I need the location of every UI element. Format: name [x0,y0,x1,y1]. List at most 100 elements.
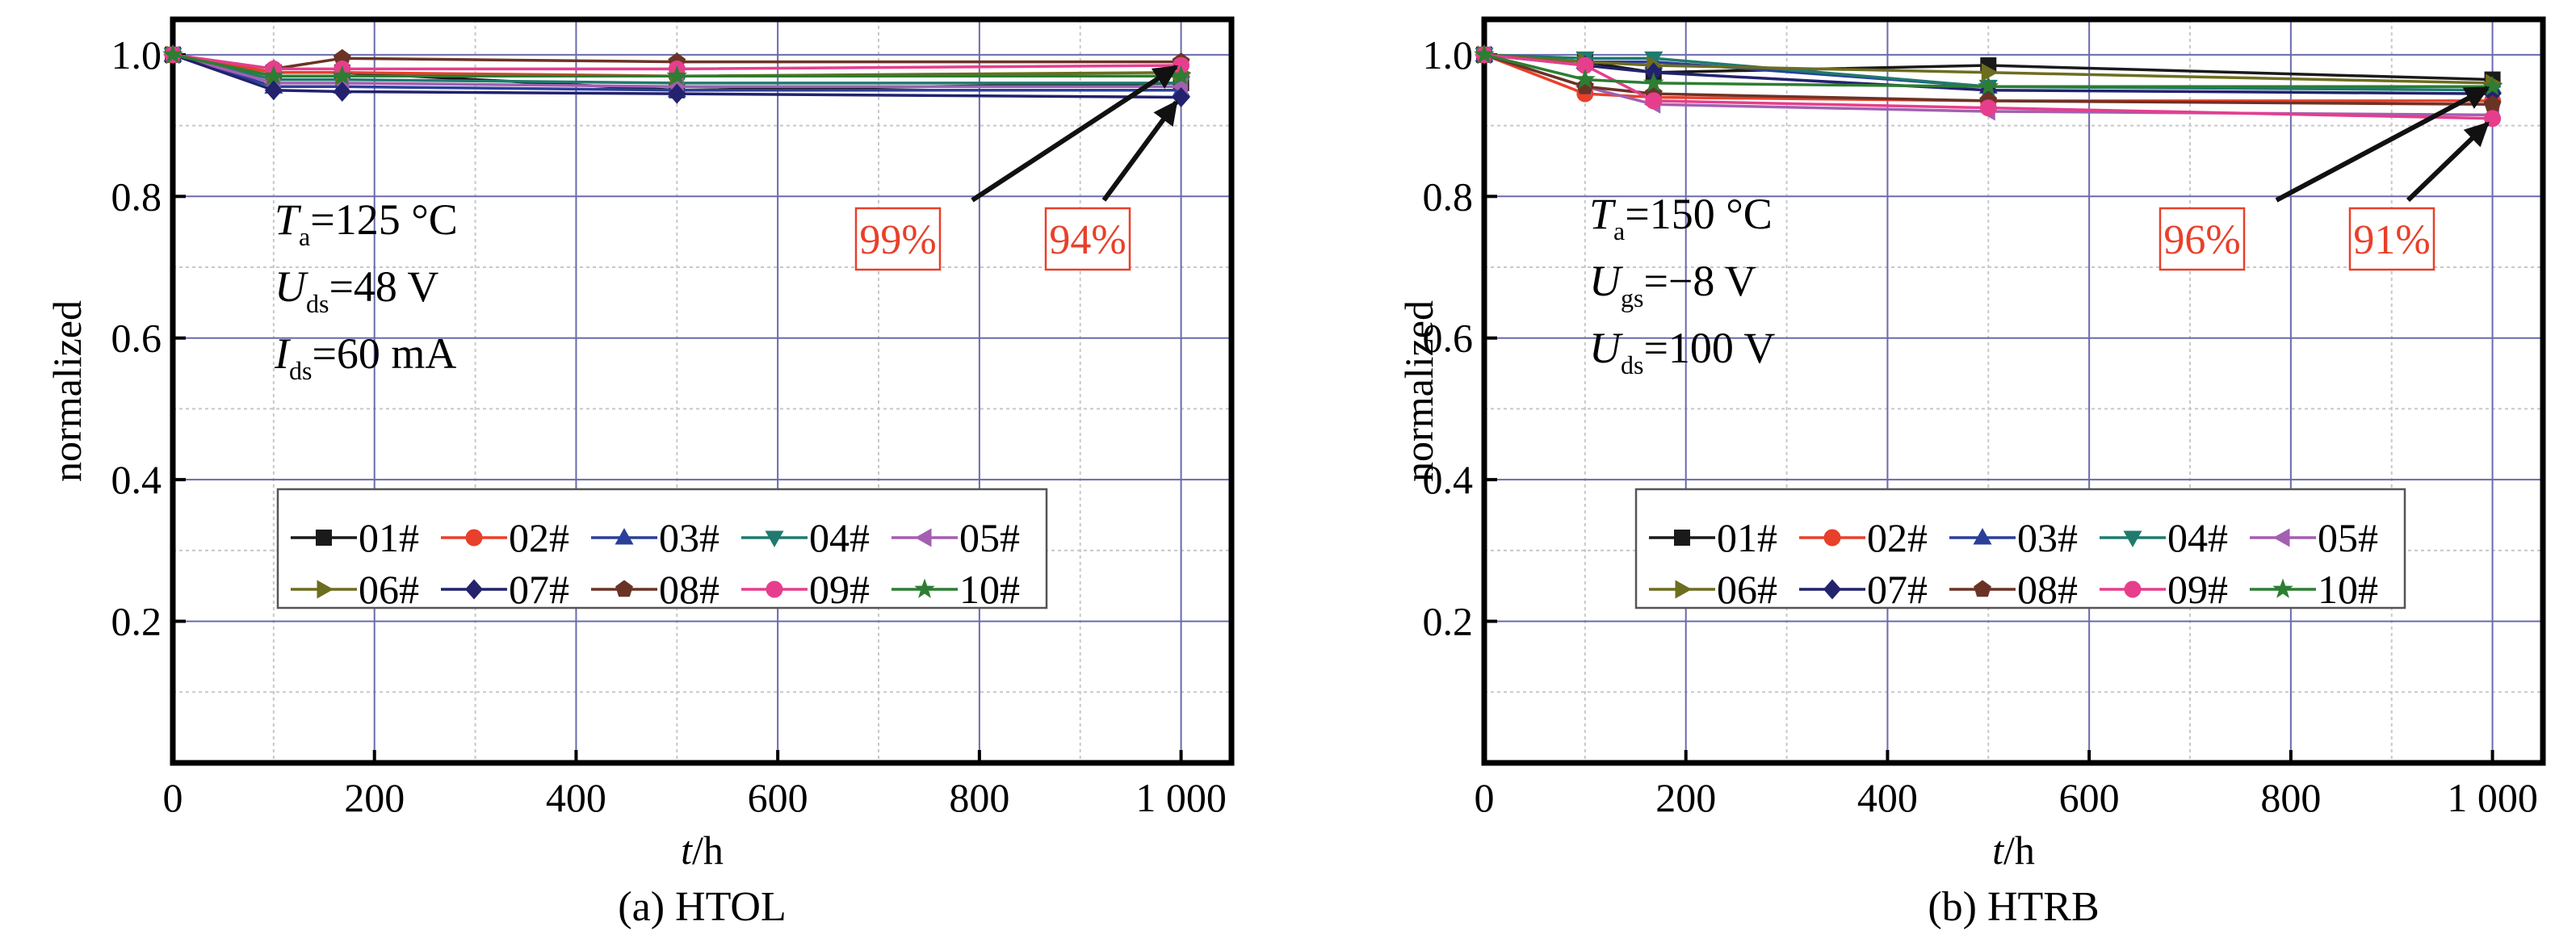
legend-label: 01# [1717,515,1777,560]
x-tick-label: 600 [748,775,808,820]
legend-marker [1674,530,1690,546]
legend-item: 04# [741,515,870,560]
condition-value: =125 °C [310,195,458,244]
legend-item: 08# [1949,567,2078,612]
annotation: 94% [1044,100,1178,271]
data-point [2482,75,2503,96]
annotation-arrow [2406,121,2490,203]
legend-marker [1823,579,1841,600]
legend-label: 04# [2167,515,2228,560]
legend-marker [615,580,633,597]
legend-marker [1974,580,1991,597]
condition-var: U [1589,324,1623,372]
data-point [666,65,688,86]
legend-label: 05# [959,515,1020,560]
condition-value: =100 V [1643,324,1775,372]
legend-item: 01# [1649,515,1777,560]
condition-value: =48 V [329,262,438,311]
x-tick-label: 400 [1857,775,1918,820]
legend-marker [2123,530,2142,547]
legend-label: 08# [659,567,720,612]
y-tick-label: 0.2 [1423,599,1474,644]
legend-marker [316,530,332,546]
legend-item: 06# [291,567,419,612]
series-10# [162,44,1192,86]
legend-label: 01# [359,515,419,560]
legend-item: 02# [1799,515,1928,560]
annotation-box [854,207,942,271]
y-axis-title: normalized [44,300,90,482]
y-tick-label: 0.6 [1423,316,1474,361]
y-tick-label: 0.8 [1423,174,1474,219]
legend-item: 08# [591,567,720,612]
x-tick-label: 600 [2059,775,2120,820]
annotation-arrow [971,65,1179,203]
data-point [263,65,284,86]
annotation-arrow [1101,100,1178,202]
legend-marker [317,580,334,599]
legend-item: 07# [1799,567,1928,612]
legend: 01# 02# 03# 04# 05# 06# 07# 08# 09# 10# [276,488,1048,612]
legend-item: 05# [892,515,1020,560]
legend-marker [766,580,783,598]
data-point [331,65,353,86]
legend-item: 04# [2100,515,2228,560]
data-point [1981,63,1999,82]
data-point [1979,99,1997,117]
y-tick-label: 0.6 [111,316,162,361]
legend-item: 05# [2250,515,2378,560]
series-10# [1474,44,2503,96]
x-axis-unit: /h [692,827,724,873]
legend-label: 07# [1867,567,1928,612]
data-point [1474,44,1495,64]
condition-sub: a [299,222,310,251]
data-point [1576,57,1594,74]
y-tick-label: 0.8 [111,174,162,219]
legend-label: 02# [1867,515,1928,560]
panel-b: 0 200 400 600 800 1 000 0.2 0.4 0.6 0.8 1.0 normali… [1396,16,2546,930]
annotation: 91% [2348,121,2490,271]
data-point [1644,51,1663,69]
condition-value: =−8 V [1643,257,1756,305]
legend-label: 06# [1717,567,1777,612]
y-axis-title: normalized [1396,300,1441,482]
data-point [162,44,183,64]
grid [173,19,1231,763]
legend-label: 03# [2017,515,2078,560]
legend-label: 06# [359,567,419,612]
condition-var: T [275,195,302,244]
legend-label: 10# [2318,567,2378,612]
y-tick-label: 0.4 [111,457,162,502]
series-09# [1475,46,2502,128]
plot-frame [1481,16,2546,766]
data-point [1170,65,1192,86]
series-group [162,44,1192,107]
condition-value: =150 °C [1625,190,1773,238]
condition-label: Ugs=−8 V [1589,257,1756,312]
panel-caption: (b) HTRB [1928,884,2099,930]
legend-marker [465,529,483,547]
condition-var: U [275,262,308,311]
condition-value: =60 mA [312,329,456,378]
condition-var: T [1589,190,1617,238]
annotation-label: 96% [2163,217,2240,263]
condition-sub: ds [306,289,329,318]
legend-marker [615,528,634,545]
x-axis-var: t [1992,827,2004,873]
condition-var: I [274,329,292,378]
condition-sub: gs [1621,283,1643,312]
data-point [1978,75,1999,96]
legend-marker [2124,580,2142,598]
condition-sub: ds [1621,350,1643,379]
condition-sub: a [1613,216,1625,245]
legend-marker [2272,578,2293,598]
legend-marker [915,528,932,547]
x-axis-title: t/h [681,827,724,873]
x-tick-label: 0 [163,775,183,820]
x-tick-label: 200 [1655,775,1716,820]
x-tick-label: 800 [2260,775,2321,820]
x-axis-unit: /h [2003,827,2035,873]
legend-item: 02# [441,515,569,560]
